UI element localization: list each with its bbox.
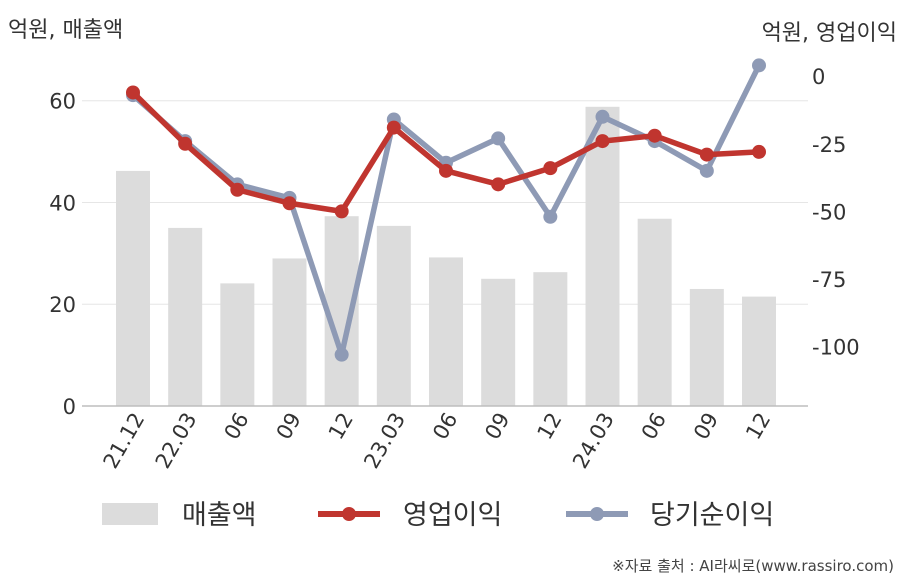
point-operating-profit (334, 204, 349, 219)
legend: 매출액 영업이익 당기순이익 (102, 500, 774, 531)
bar (376, 225, 411, 406)
source-credit: ※자료 출처 : AI라씨로(www.rassiro.com) (612, 557, 894, 575)
bar (585, 106, 620, 406)
bar (533, 272, 568, 406)
line-series (126, 58, 766, 362)
x-axis-ticks: 21.12 22.03 06 09 12 23.03 06 09 12 24.03 06 09 12 (98, 408, 775, 472)
left-axis-unit-label: 억원, 매출액 (8, 18, 123, 43)
bar (481, 278, 516, 406)
x-tick-label: 23.03 (359, 409, 410, 473)
point-operating-profit (126, 85, 140, 100)
legend-swatch-sales (102, 503, 158, 525)
x-tick-label: 21.12 (98, 409, 149, 473)
right-tick-label: -25 (812, 133, 846, 157)
bar (637, 218, 672, 406)
x-tick-label: 09 (272, 409, 306, 444)
x-tick-label: 12 (741, 409, 775, 444)
bar (116, 170, 150, 406)
point-operating-profit (386, 120, 401, 135)
point-net-income (752, 58, 766, 73)
x-tick-label: 09 (480, 408, 514, 443)
x-tick-label: 06 (220, 409, 254, 444)
x-tick-label: 06 (428, 409, 462, 444)
right-tick-label: -50 (812, 200, 846, 224)
point-net-income (491, 131, 506, 146)
bar (742, 296, 776, 406)
point-operating-profit (439, 163, 453, 178)
point-operating-profit (752, 144, 766, 159)
right-axis-unit-label: 억원, 영업이익 (762, 21, 897, 46)
legend-label-operating-profit: 영업이익 (403, 500, 502, 531)
point-operating-profit (178, 136, 193, 151)
point-operating-profit (595, 134, 610, 149)
x-tick-label: 24.03 (568, 409, 619, 473)
right-tick-label: 0 (812, 65, 825, 89)
bar (168, 227, 203, 406)
point-operating-profit (699, 147, 714, 162)
left-tick-label: 60 (49, 90, 76, 114)
right-axis-ticks: 0 -25 -50 -75 -100 (812, 65, 860, 359)
bar (272, 258, 307, 406)
x-tick-label: 12 (533, 409, 567, 444)
right-tick-label: -75 (812, 268, 846, 292)
point-net-income (699, 163, 714, 178)
point-net-income (543, 209, 558, 224)
left-tick-label: 20 (49, 293, 76, 317)
left-tick-label: 0 (63, 395, 76, 419)
point-operating-profit (282, 196, 297, 211)
x-tick-label: 06 (637, 409, 671, 444)
legend-label-net-income: 당기순이익 (650, 500, 774, 531)
point-operating-profit (647, 128, 662, 143)
x-tick-label: 09 (689, 409, 723, 444)
point-net-income (595, 109, 610, 124)
legend-label-sales: 매출액 (182, 500, 257, 531)
left-tick-label: 40 (49, 191, 76, 215)
x-tick-label: 12 (324, 409, 358, 444)
legend-swatch-operating-profit (318, 507, 380, 521)
bar (220, 283, 255, 406)
point-operating-profit (543, 161, 558, 176)
bar (429, 257, 463, 406)
legend-swatch-net-income (566, 507, 628, 521)
line-operating-profit (130, 89, 762, 215)
point-operating-profit (491, 177, 506, 192)
x-tick-label: 22.03 (151, 409, 202, 473)
left-axis-ticks: 0 20 40 60 (49, 90, 76, 419)
point-net-income (334, 347, 349, 362)
right-tick-label: -100 (812, 336, 860, 360)
point-operating-profit (230, 182, 245, 197)
bar (689, 288, 724, 406)
